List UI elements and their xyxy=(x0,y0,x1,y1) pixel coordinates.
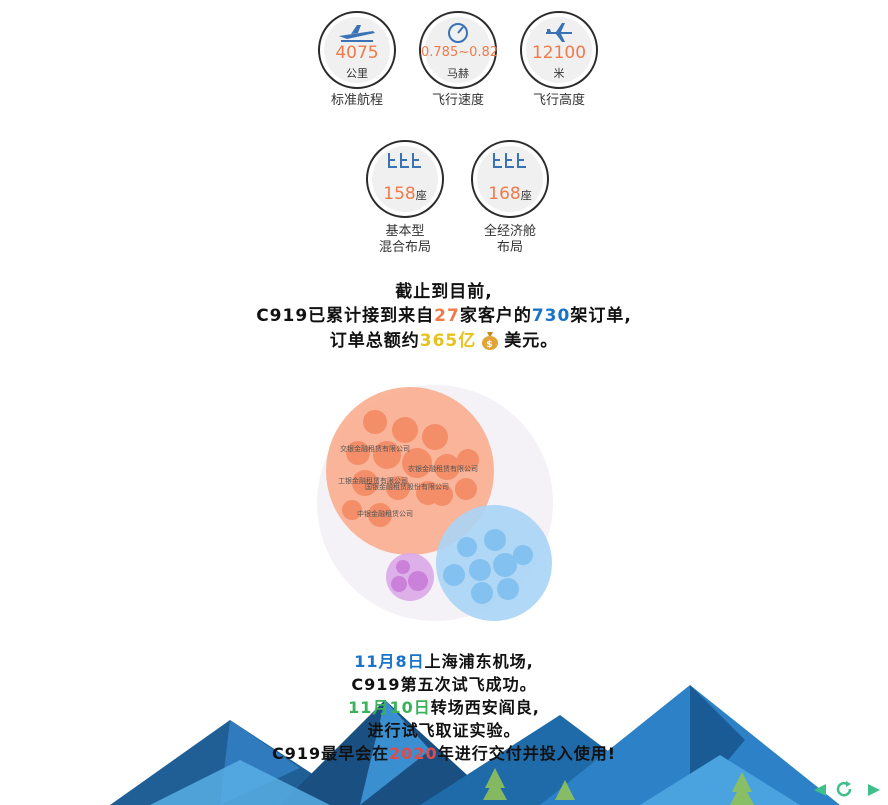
timeline-text5b: 年进行交付并投入使用! xyxy=(437,744,616,763)
stat-hybrid-seats: 158座 xyxy=(366,140,444,218)
orders-line3-a: 订单总额约 xyxy=(329,331,420,351)
bubble-label-abc: 农银金融租赁有限公司 xyxy=(408,464,478,473)
orders-line1: 截止到目前, xyxy=(395,282,493,302)
stat-range: 4075 公里 xyxy=(318,11,396,89)
hybrid-label-line1: 基本型 xyxy=(385,224,425,239)
timeline-text1: 上海浦东机场, xyxy=(424,652,534,671)
timeline-line3: 11月10日转场西安阎良, xyxy=(0,696,888,719)
bubble-label-boc: 中银金融租赁公司 xyxy=(357,509,413,518)
speed-label: 飞行速度 xyxy=(431,93,484,108)
seats-icon xyxy=(473,150,547,172)
speed-value: 0.785~0.82 xyxy=(421,45,499,60)
purple-bubbles xyxy=(391,560,428,592)
economy-seat-count: 168座 xyxy=(473,184,547,206)
timeline-line1: 11月8日上海浦东机场, xyxy=(0,650,888,673)
orders-headline: 截止到目前, C919已累计接到来自27家客户的730架订单, 订单总额约365… xyxy=(0,280,888,357)
orange-bubbles xyxy=(342,410,479,527)
hybrid-label: 基本型 混合布局 xyxy=(364,224,446,256)
gauge-icon xyxy=(421,21,495,43)
range-value: 4075 xyxy=(335,43,379,63)
airplane-landing-icon xyxy=(320,21,394,43)
range-unit: 公里 xyxy=(346,67,368,80)
customer-bubble-chart: 交银金融租赁有限公司 农银金融租赁有限公司 工银金融租赁有限公司 国银金融租赁股… xyxy=(317,385,553,621)
refresh-icon[interactable] xyxy=(836,781,854,801)
economy-seat-unit: 座 xyxy=(520,189,532,202)
economy-label: 全经济舱 布局 xyxy=(469,224,551,256)
timeline-text: 11月8日上海浦东机场, C919第五次试飞成功。 11月10日转场西安阎良, … xyxy=(0,650,888,765)
economy-seat-value: 168 xyxy=(488,184,521,204)
stat-economy-seats: 168座 xyxy=(471,140,549,218)
order-amount: 365亿 xyxy=(419,331,477,351)
seats-icon xyxy=(368,150,442,172)
altitude-unit: 米 xyxy=(553,67,565,80)
bubble-label-bocomm: 交银金融租赁有限公司 xyxy=(340,444,410,453)
stat-altitude: 12100 米 xyxy=(520,11,598,89)
timeline-line5: C919最早会在2020年进行交付并投入使用! xyxy=(0,742,888,765)
plane-count: 730 xyxy=(531,306,571,326)
hybrid-seat-unit: 座 xyxy=(415,189,427,202)
timeline-date2: 11月10日 xyxy=(348,698,431,717)
bubble-label-icbc: 工银金融租赁有限公司 xyxy=(338,476,408,485)
timeline-date1: 11月8日 xyxy=(354,652,425,671)
pine-trees xyxy=(483,768,754,805)
economy-label-line1: 全经济舱 xyxy=(483,224,536,239)
svg-text:$: $ xyxy=(487,340,494,350)
money-bag-icon: $ xyxy=(479,328,501,357)
timeline-line4: 进行试飞取证实验。 xyxy=(367,721,521,740)
airplane-icon xyxy=(522,21,596,43)
orders-line2-b: 家客户的 xyxy=(459,306,532,326)
prev-arrow-icon[interactable] xyxy=(812,782,828,801)
mountains-background xyxy=(110,685,840,805)
orders-line2-a: C919已累计接到来自 xyxy=(256,306,435,326)
next-arrow-icon[interactable] xyxy=(866,782,882,801)
stat-speed: 0.785~0.82 马赫 xyxy=(419,11,499,89)
blue-bubbles xyxy=(443,529,533,604)
bubble-label-cdb: 国银金融租赁股份有限公司 xyxy=(365,482,449,491)
hybrid-seat-count: 158座 xyxy=(368,184,442,206)
orders-line2: C919已累计接到来自27家客户的730架订单, xyxy=(0,304,888,328)
timeline-text3: 转场西安阎良, xyxy=(430,698,540,717)
hybrid-label-line2: 混合布局 xyxy=(378,240,431,255)
altitude-label: 飞行高度 xyxy=(532,93,585,108)
orders-line3-b: 美元。 xyxy=(504,331,559,351)
delivery-year: 2020 xyxy=(389,744,438,763)
range-label: 标准航程 xyxy=(330,93,383,108)
speed-unit: 马赫 xyxy=(447,67,469,80)
economy-label-line2: 布局 xyxy=(496,240,523,255)
hybrid-seat-value: 158 xyxy=(383,184,416,204)
customer-count: 27 xyxy=(434,306,460,326)
timeline-text5a: C919最早会在 xyxy=(272,744,390,763)
timeline-line2: C919第五次试飞成功。 xyxy=(351,675,537,694)
altitude-value: 12100 xyxy=(531,43,587,63)
orders-line2-c: 架订单, xyxy=(570,306,632,326)
orders-line3: 订单总额约365亿 $ 美元。 xyxy=(0,328,888,357)
